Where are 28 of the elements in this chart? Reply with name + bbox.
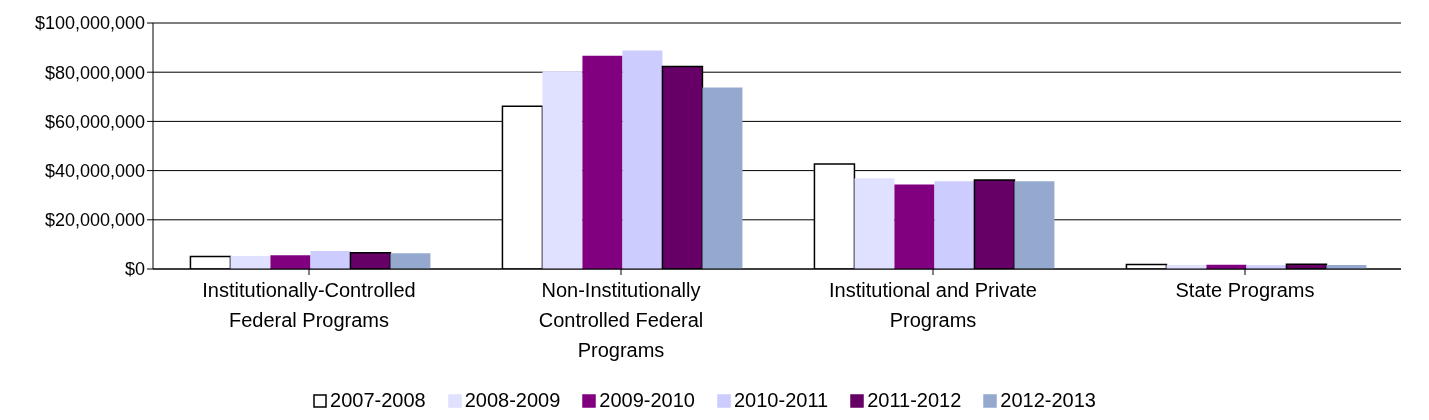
y-tick-label: $100,000,000 bbox=[34, 13, 145, 34]
bar bbox=[390, 253, 431, 269]
bar bbox=[622, 50, 663, 269]
bar bbox=[582, 55, 623, 269]
bar bbox=[542, 71, 583, 269]
bar bbox=[270, 255, 311, 269]
bar bbox=[934, 181, 975, 269]
bar bbox=[230, 255, 271, 269]
legend-label: 2008-2009 bbox=[464, 389, 561, 412]
x-tick-label: Non-Institutionally Controlled Federal Programs bbox=[538, 279, 704, 361]
x-tick-label: Institutionally-Controlled Federal Programs bbox=[202, 279, 416, 331]
y-tick-label: $40,000,000 bbox=[44, 160, 145, 181]
bar bbox=[702, 87, 743, 269]
bar bbox=[854, 178, 895, 269]
bar bbox=[310, 251, 351, 269]
legend-label: 2012-2013 bbox=[1000, 389, 1096, 412]
y-tick-label: $60,000,000 bbox=[44, 111, 145, 132]
bar bbox=[1014, 181, 1055, 269]
x-tick-label: Institutional and Private Programs bbox=[829, 279, 1037, 331]
legend-label: 2009-2010 bbox=[599, 389, 695, 412]
legend-label: 2007-2008 bbox=[330, 389, 426, 412]
legend-label: 2011-2012 bbox=[867, 389, 962, 412]
y-tick-label: $0 bbox=[124, 259, 145, 280]
y-tick-label: $20,000,000 bbox=[44, 210, 145, 231]
bar bbox=[894, 184, 935, 269]
y-tick-label: $80,000,000 bbox=[44, 62, 145, 83]
legend-label: 2010-2011 bbox=[733, 389, 829, 412]
x-tick-label: State Programs bbox=[1175, 279, 1315, 301]
